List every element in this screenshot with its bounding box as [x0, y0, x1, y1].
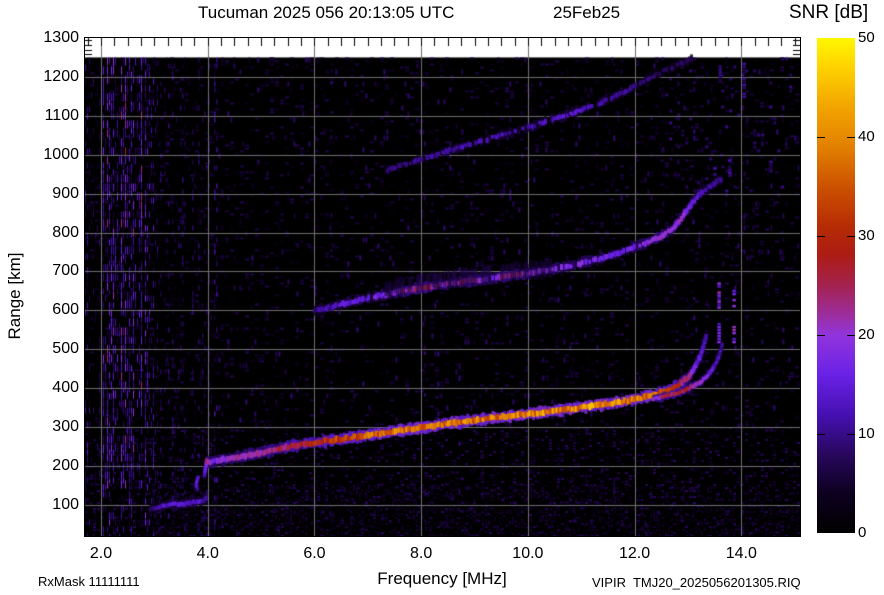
page-title: Tucuman 2025 056 20:13:05 UTC	[198, 3, 455, 22]
colorbar-tick-mark	[817, 335, 825, 336]
colorbar-tick-label: 30	[858, 227, 875, 244]
colorbar-tick-mark	[817, 137, 825, 138]
colorbar-tick-label: 20	[858, 326, 875, 343]
file-name-text: VIPIR TMJ20_2025056201305.RIQ	[592, 575, 801, 590]
plot-area	[84, 37, 801, 537]
rx-mask-text: RxMask 11111111	[38, 574, 140, 589]
colorbar-tick-label: 0	[858, 524, 867, 541]
x-axis-title: Frequency [MHz]	[377, 569, 507, 588]
x-tick-label: 14.0	[725, 545, 757, 562]
y-tick-label: 800	[52, 223, 79, 241]
x-tick-label: 4.0	[196, 545, 219, 562]
x-tick-label: 8.0	[410, 545, 433, 562]
colorbar-tick-label: 50	[858, 29, 875, 46]
colorbar-tick-mark	[847, 137, 855, 138]
colorbar-tick-mark	[847, 434, 855, 435]
colorbar-tick-label: 40	[858, 128, 875, 145]
y-tick-label: 100	[52, 495, 79, 513]
y-tick-label: 1300	[43, 29, 79, 46]
colorbar-tick-mark	[817, 434, 825, 435]
colorbar-tick-label: 10	[858, 425, 875, 442]
y-axis-title: Range [km]	[5, 252, 24, 340]
y-tick-label: 500	[52, 340, 79, 358]
y-tick-label: 400	[52, 379, 79, 397]
x-tick-label: 12.0	[619, 545, 651, 562]
y-tick-label: 1100	[44, 106, 79, 124]
colorbar	[817, 38, 855, 533]
colorbar-tick-mark	[847, 335, 855, 336]
x-tick-label: 6.0	[303, 545, 326, 562]
ionogram-canvas	[85, 38, 800, 536]
x-tick-label: 2.0	[89, 545, 113, 562]
colorbar-title: SNR [dB]	[789, 2, 869, 23]
y-tick-label: 300	[52, 418, 79, 436]
y-tick-label: 1000	[43, 145, 79, 163]
y-tick-label: 1200	[43, 67, 79, 85]
colorbar-tick-mark	[817, 236, 825, 237]
y-tick-label: 200	[52, 456, 79, 474]
y-tick-label: 600	[52, 301, 79, 319]
x-tick-label: 10.0	[512, 545, 544, 562]
colorbar-tick-mark	[847, 236, 855, 237]
y-tick-label: 700	[52, 262, 79, 280]
page-title-date: 25Feb25	[553, 3, 621, 22]
y-tick-label: 900	[52, 184, 79, 202]
